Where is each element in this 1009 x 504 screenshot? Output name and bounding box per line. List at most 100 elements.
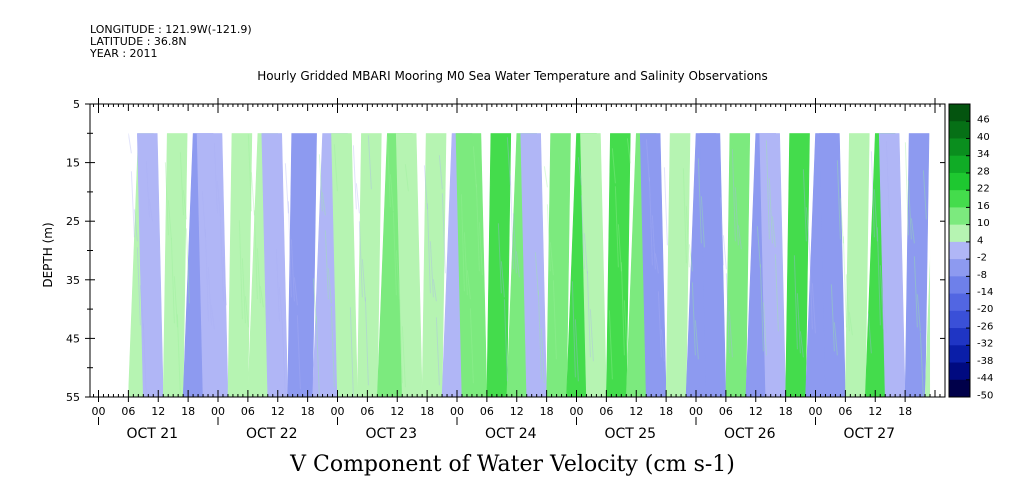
texture-streak — [201, 191, 206, 238]
texture-streak — [222, 257, 227, 306]
texture-streak — [330, 306, 335, 388]
texture-streak — [185, 228, 190, 304]
colorbar-swatch — [949, 138, 970, 157]
texture-streak — [352, 145, 357, 210]
texture-streak — [401, 326, 406, 388]
texture-streak — [182, 190, 187, 220]
texture-streak — [737, 225, 742, 250]
texture-streak — [389, 174, 394, 212]
texture-streak — [321, 192, 326, 216]
texture-streak — [657, 291, 662, 358]
texture-streak — [167, 200, 172, 240]
texture-streak — [873, 189, 878, 242]
texture-streak — [327, 268, 332, 304]
colorbar-label: -8 — [977, 270, 987, 281]
texture-streak — [919, 332, 924, 398]
texture-streak — [497, 223, 502, 294]
colorbar-swatch — [949, 121, 970, 139]
texture-streak — [725, 273, 730, 354]
year-label: YEAR : 2011 — [90, 47, 158, 60]
texture-streak — [645, 139, 650, 182]
heatmap-band — [486, 133, 512, 398]
x-hour-label: 00 — [92, 405, 106, 418]
texture-streak — [284, 163, 289, 214]
x-hour-label: 06 — [719, 405, 733, 418]
texture-streak — [404, 164, 409, 192]
texture-streak — [830, 284, 835, 352]
y-tick-label: 45 — [66, 332, 80, 345]
heatmap-band — [924, 257, 931, 398]
texture-streak — [682, 168, 687, 264]
heatmap-band — [665, 133, 691, 398]
colorbar-swatch — [949, 259, 970, 277]
texture-streak — [290, 239, 295, 302]
texture-streak — [583, 233, 588, 274]
texture-streak — [580, 195, 585, 270]
texture-streak — [281, 325, 286, 398]
y-axis-label: DEPTH (m) — [41, 222, 55, 287]
x-hour-label: 12 — [749, 405, 763, 418]
texture-streak — [349, 307, 354, 398]
texture-streak — [296, 315, 301, 390]
texture-streak — [719, 197, 724, 266]
texture-streak — [922, 170, 927, 220]
x-hour-label: 18 — [540, 405, 554, 418]
colorbar-swatch — [949, 379, 970, 398]
texture-streak — [571, 281, 576, 378]
texture-streak — [333, 144, 338, 192]
y-tick-label: 25 — [66, 215, 80, 228]
texture-streak — [367, 135, 372, 190]
texture-streak — [435, 317, 440, 386]
texture-streak — [176, 314, 181, 398]
axis-layer: 5 15 25 35 45 55 00 06 12 18 00 06 12 18 00 06 12 18 00 06 1… — [66, 98, 946, 442]
texture-streak — [793, 255, 798, 350]
texture-streak — [728, 311, 733, 358]
x-hour-label: 12 — [151, 405, 165, 418]
colorbar-swatch — [949, 172, 970, 191]
colorbar-swatch — [949, 241, 970, 260]
texture-streak — [663, 167, 668, 246]
heatmap-band — [227, 133, 253, 398]
heatmap-band — [287, 133, 317, 398]
x-hour-label: 18 — [301, 405, 315, 418]
texture-streak — [315, 316, 320, 398]
texture-streak — [423, 165, 428, 210]
texture-streak — [796, 293, 801, 354]
texture-streak — [500, 261, 505, 298]
texture-streak — [148, 199, 153, 222]
texture-streak — [213, 143, 218, 214]
x-hour-label: 18 — [898, 405, 912, 418]
texture-streak — [179, 152, 184, 216]
x-hour-label: 12 — [510, 405, 524, 418]
chart-title: V Component of Water Velocity (cm s-1) — [0, 452, 1009, 477]
x-hour-label: 00 — [689, 405, 703, 418]
x-day-label: OCT 24 — [485, 426, 537, 442]
texture-streak — [429, 241, 434, 298]
texture-streak — [136, 247, 141, 326]
texture-streak — [913, 256, 918, 328]
texture-streak — [904, 142, 909, 236]
texture-streak — [910, 218, 915, 244]
colorbar-swatch — [949, 345, 970, 364]
texture-streak — [259, 286, 264, 308]
texture-streak — [145, 161, 150, 218]
heatmap-cells — [128, 133, 931, 398]
texture-streak — [608, 310, 613, 380]
colorbar-layer: 46 40 34 28 22 16 10 4 -2 -8 -14 -20 -26 -32 -38 -44 -50 — [948, 103, 993, 401]
texture-streak — [364, 297, 369, 386]
texture-streak — [312, 278, 317, 324]
y-tick-label: 35 — [66, 274, 80, 287]
texture-streak — [765, 140, 770, 240]
longitude-label: LONGITUDE : 121.9W(-121.9) — [90, 23, 252, 36]
texture-streak — [478, 222, 483, 276]
texture-streak — [509, 175, 514, 270]
texture-streak — [139, 285, 144, 330]
texture-streak — [441, 193, 446, 274]
texture-streak — [546, 204, 551, 272]
texture-streak — [204, 229, 209, 322]
colorbar-frame — [948, 103, 971, 398]
texture-streak — [848, 312, 853, 336]
texture-streak — [355, 183, 360, 214]
texture-streak — [244, 296, 249, 328]
